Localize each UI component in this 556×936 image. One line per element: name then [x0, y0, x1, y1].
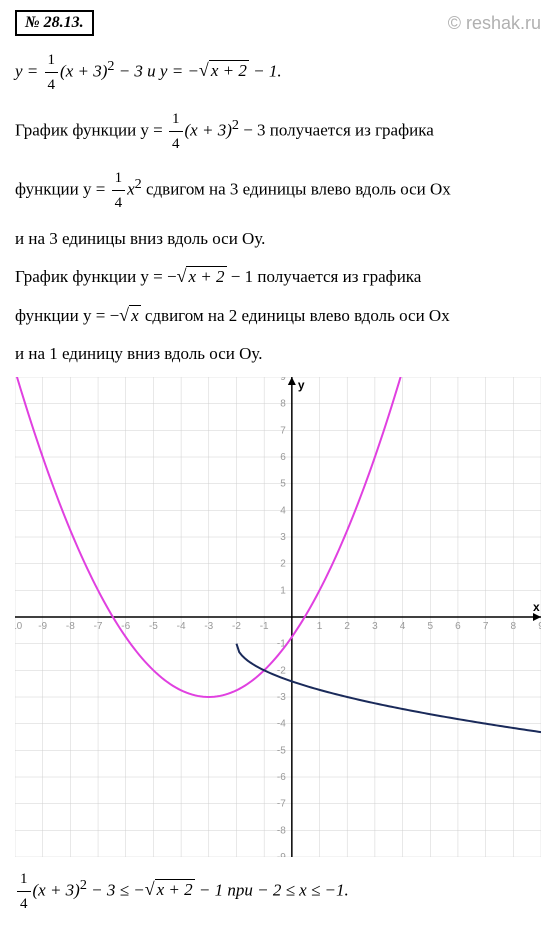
header-row: № 28.13. © reshak.ru	[15, 10, 541, 36]
svg-text:8: 8	[280, 399, 286, 410]
svg-text:1: 1	[317, 621, 323, 632]
description-1: График функции y = 14(x + 3)2 − 3 получа…	[15, 107, 541, 156]
chart: -10 -9 -8 -7 -6 -5 -4 -3 -2 -1 1 2 3 4 5 6 7 8 9 -9 -8 -7 -6 -5…	[15, 377, 541, 857]
svg-text:6: 6	[455, 621, 461, 632]
svg-text:3: 3	[372, 621, 378, 632]
eq-text: y =	[15, 61, 43, 80]
equation-line: y = 14(x + 3)2 − 3 и y = −x + 2 − 1.	[15, 48, 541, 97]
svg-text:-7: -7	[277, 799, 286, 810]
svg-text:1: 1	[280, 585, 286, 596]
svg-text:6: 6	[280, 452, 286, 463]
svg-text:-4: -4	[177, 621, 186, 632]
svg-text:7: 7	[280, 425, 286, 436]
svg-text:-8: -8	[66, 621, 75, 632]
svg-text:-6: -6	[121, 621, 130, 632]
svg-text:-3: -3	[204, 621, 213, 632]
fraction: 14	[45, 48, 59, 97]
svg-text:-5: -5	[277, 745, 286, 756]
svg-text:5: 5	[280, 479, 286, 490]
svg-text:-2: -2	[232, 621, 241, 632]
svg-text:2: 2	[344, 621, 350, 632]
svg-text:7: 7	[483, 621, 489, 632]
svg-text:-2: -2	[277, 665, 286, 676]
svg-text:8: 8	[511, 621, 517, 632]
svg-text:y: y	[298, 378, 305, 392]
sqrt: x + 2	[177, 262, 227, 291]
description-2: функции y = 14x2 сдвигом на 3 единицы вл…	[15, 166, 541, 215]
fraction: 14	[17, 867, 31, 916]
sqrt: x + 2	[145, 875, 195, 904]
sqrt: x	[119, 301, 140, 330]
svg-text:x: x	[533, 600, 540, 614]
description-6: и на 1 единицу вниз вдоль оси Оу.	[15, 340, 541, 367]
fraction: 14	[112, 166, 126, 215]
svg-text:9: 9	[538, 621, 541, 632]
svg-text:-5: -5	[149, 621, 158, 632]
sqrt: x + 2	[199, 56, 249, 85]
svg-text:-3: -3	[277, 692, 286, 703]
problem-number: № 28.13.	[15, 10, 94, 36]
description-4: График функции y = −x + 2 − 1 получается…	[15, 262, 541, 291]
svg-text:5: 5	[427, 621, 433, 632]
svg-text:-9: -9	[38, 621, 47, 632]
chart-svg: -10 -9 -8 -7 -6 -5 -4 -3 -2 -1 1 2 3 4 5 6 7 8 9 -9 -8 -7 -6 -5…	[15, 377, 541, 857]
fraction: 14	[169, 107, 183, 156]
svg-text:4: 4	[400, 621, 406, 632]
svg-text:-6: -6	[277, 772, 286, 783]
svg-text:-10: -10	[15, 621, 23, 632]
description-3: и на 3 единицы вниз вдоль оси Оу.	[15, 225, 541, 252]
svg-text:2: 2	[280, 559, 286, 570]
svg-text:-7: -7	[94, 621, 103, 632]
svg-text:-4: -4	[277, 719, 286, 730]
svg-text:4: 4	[280, 505, 286, 516]
watermark: © reshak.ru	[448, 13, 541, 34]
svg-text:-1: -1	[260, 621, 269, 632]
svg-text:3: 3	[280, 532, 286, 543]
svg-text:-9: -9	[277, 852, 286, 857]
description-5: функции y = −x сдвигом на 2 единицы влев…	[15, 301, 541, 330]
answer-line: 14(x + 3)2 − 3 ≤ −x + 2 − 1 при − 2 ≤ x …	[15, 867, 541, 916]
svg-text:-8: -8	[277, 825, 286, 836]
svg-text:9: 9	[280, 377, 286, 383]
